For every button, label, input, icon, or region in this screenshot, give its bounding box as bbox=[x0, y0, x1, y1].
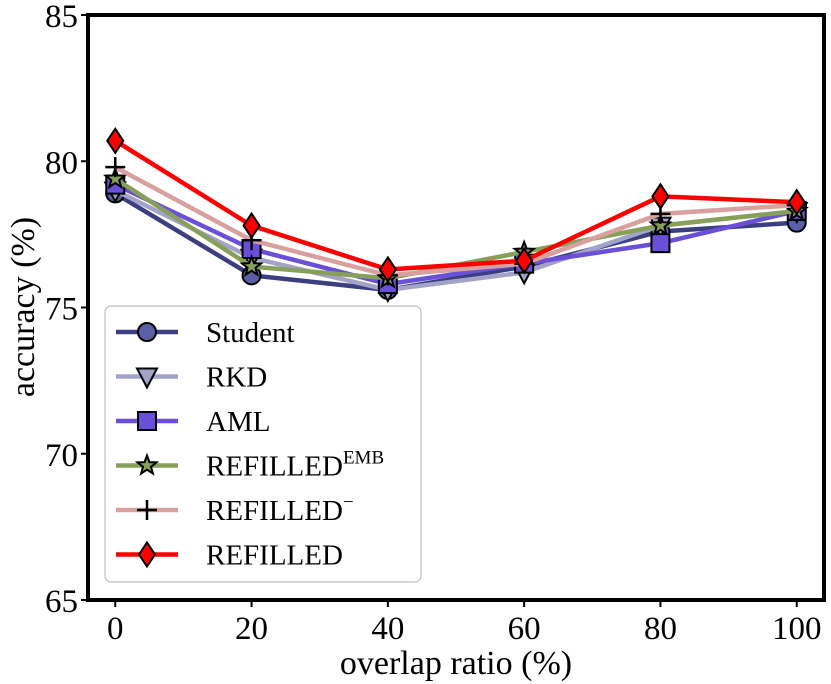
legend-item: Student bbox=[116, 317, 295, 349]
legend-marker bbox=[137, 411, 157, 431]
legend-label: Student bbox=[206, 317, 295, 349]
y-tick-label: 85 bbox=[45, 0, 78, 35]
x-tick-label: 100 bbox=[772, 611, 822, 647]
legend-marker bbox=[137, 322, 157, 342]
legend-label-superscript: EMB bbox=[343, 448, 384, 469]
legend-label: RKD bbox=[206, 362, 267, 394]
legend-item: RKD bbox=[116, 362, 267, 394]
legend-label-superscript: − bbox=[343, 492, 354, 513]
data-point-refilled-emb bbox=[239, 253, 264, 277]
x-tick-label: 0 bbox=[107, 611, 124, 647]
y-tick-label: 75 bbox=[45, 292, 78, 328]
legend-marker bbox=[134, 452, 160, 476]
series-layer bbox=[103, 126, 809, 304]
legend-marker bbox=[135, 367, 159, 390]
legend-item: REFILLED− bbox=[116, 492, 354, 527]
x-tick-label: 80 bbox=[644, 611, 677, 647]
series-line-refilled bbox=[114, 138, 797, 272]
legend-box bbox=[104, 305, 422, 583]
legend-label: REFILLED− bbox=[206, 492, 354, 527]
y-axis-label: accuracy (%) bbox=[5, 217, 42, 397]
legend-label: AML bbox=[206, 406, 270, 438]
y-tick-label: 70 bbox=[45, 438, 78, 474]
data-point-refilled bbox=[378, 255, 398, 284]
legend: StudentRKDAMLREFILLEDEMBREFILLED−REFILLE… bbox=[104, 305, 422, 583]
data-point-refilled-minus bbox=[105, 157, 126, 178]
x-tick-label: 20 bbox=[235, 611, 268, 647]
series-line-student bbox=[114, 191, 797, 293]
legend-label: REFILLED bbox=[206, 540, 343, 572]
series-refilled bbox=[106, 126, 806, 284]
legend-marker bbox=[137, 540, 157, 569]
data-point-refilled bbox=[106, 126, 125, 155]
data-point-refilled bbox=[514, 246, 534, 275]
data-point-refilled-emb bbox=[648, 212, 673, 237]
legend-marker bbox=[137, 500, 157, 520]
legend-item: REFILLED bbox=[116, 540, 343, 572]
data-point-refilled bbox=[242, 211, 261, 240]
series-line-refilled-minus bbox=[114, 165, 797, 278]
x-axis-label: overlap ratio (%) bbox=[340, 645, 572, 682]
data-point-aml bbox=[650, 233, 671, 254]
data-point-refilled bbox=[787, 188, 806, 217]
series-line-aml bbox=[114, 182, 798, 287]
ticks-layer: 0 20 40 60 80 100 65 70 75 80 85 bbox=[45, 0, 821, 647]
x-tick-label: 40 bbox=[371, 611, 404, 647]
legend-item: AML bbox=[116, 406, 270, 438]
y-tick-label: 80 bbox=[45, 145, 78, 181]
y-tick-label: 65 bbox=[45, 584, 78, 620]
x-tick-label: 60 bbox=[508, 611, 541, 647]
data-point-refilled bbox=[651, 182, 670, 211]
data-point-refilled-emb bbox=[103, 165, 128, 190]
